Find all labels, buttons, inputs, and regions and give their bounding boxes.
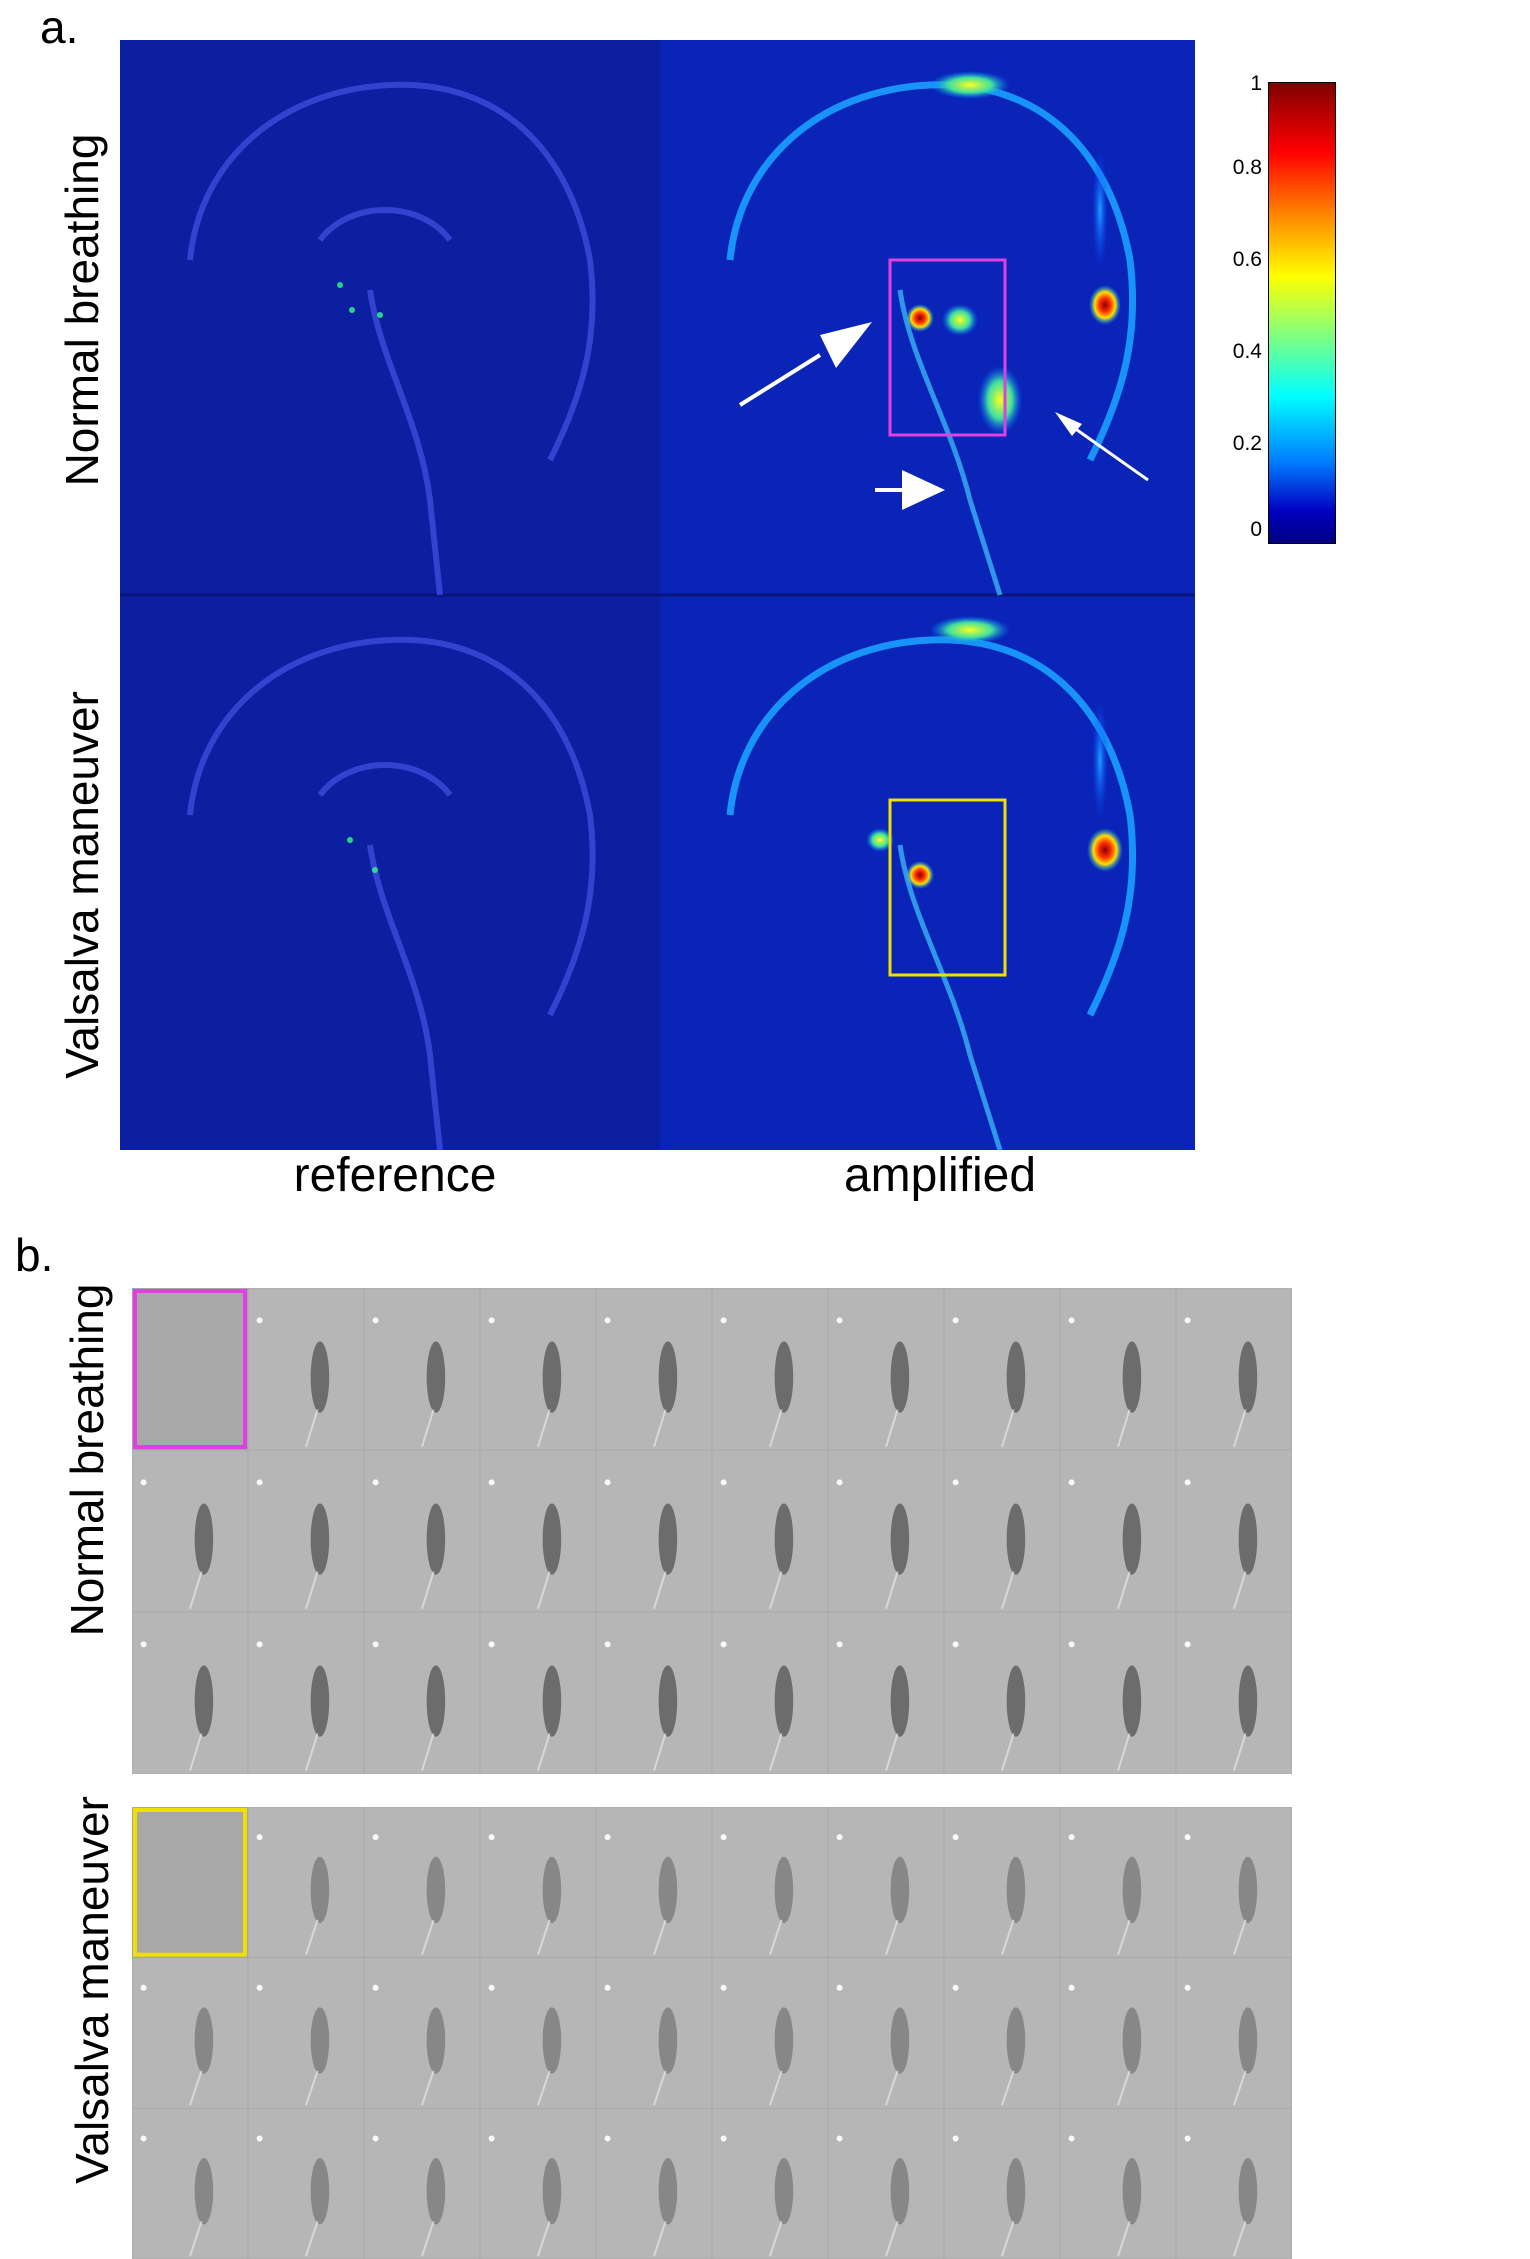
frame-cell bbox=[711, 1807, 829, 1958]
mri-valsalva-reference bbox=[120, 595, 660, 1150]
frame-cell bbox=[247, 1957, 365, 2109]
frame-cell bbox=[1059, 1807, 1177, 1958]
frame-cell bbox=[247, 2108, 365, 2259]
frame-cell bbox=[1059, 1957, 1177, 2109]
frame-cell bbox=[363, 1957, 481, 2109]
frame-cell bbox=[479, 1807, 597, 1958]
frame-cell bbox=[247, 1288, 365, 1451]
frame-cell bbox=[595, 1449, 713, 1613]
frame-cell bbox=[479, 2108, 597, 2259]
frame-cell bbox=[711, 1288, 829, 1451]
arrow-head-large-icon bbox=[820, 322, 872, 368]
frame-grid-valsalva bbox=[132, 1807, 1292, 2259]
frame-cell bbox=[479, 1611, 597, 1774]
frame-cell bbox=[1175, 1957, 1292, 2109]
frame-cell bbox=[132, 1449, 249, 1613]
frame-cell bbox=[827, 1807, 945, 1958]
frame-cell bbox=[595, 2108, 713, 2259]
frame-cell bbox=[1059, 1611, 1177, 1774]
frame-cell bbox=[363, 1807, 481, 1958]
frame-cell bbox=[132, 1957, 249, 2109]
frame-grid-normal bbox=[132, 1288, 1292, 1774]
colorbar-tick-0.8: 0.8 bbox=[1232, 156, 1262, 179]
frame-cell bbox=[479, 1449, 597, 1613]
frame-roi-box bbox=[133, 1808, 247, 1957]
frame-cell bbox=[1175, 1288, 1292, 1451]
frame-cell bbox=[827, 1957, 945, 2109]
frame-cell bbox=[711, 1449, 829, 1613]
colorbar-tick-0.4: 0.4 bbox=[1232, 340, 1262, 363]
frame-cell bbox=[943, 1957, 1061, 2109]
frame-cell bbox=[1175, 1807, 1292, 1958]
roi-box-normal bbox=[888, 258, 1007, 437]
frame-cell bbox=[943, 1449, 1061, 1613]
panel-b-letter: b. bbox=[15, 1229, 54, 1281]
frame-cell bbox=[943, 1611, 1061, 1774]
frame-cell bbox=[132, 1288, 249, 1451]
frame-cell bbox=[827, 1288, 945, 1451]
frame-cell bbox=[132, 1611, 249, 1774]
frame-cell bbox=[247, 1611, 365, 1774]
frame-cell bbox=[595, 1957, 713, 2109]
frame-cell bbox=[1175, 1449, 1292, 1613]
colorbar bbox=[1268, 82, 1336, 544]
frame-cell bbox=[711, 2108, 829, 2259]
roi-box-valsalva bbox=[888, 798, 1007, 977]
annotation-arrows bbox=[738, 322, 1149, 510]
frame-cell bbox=[595, 1288, 713, 1451]
frame-cell bbox=[1175, 1611, 1292, 1774]
frame-cell bbox=[943, 1807, 1061, 1958]
frame-cell bbox=[363, 1288, 481, 1451]
frame-cell bbox=[1059, 1288, 1177, 1451]
panel-b-row-label-normal: Normal breathing bbox=[61, 1283, 113, 1637]
frame-cell bbox=[247, 1807, 365, 1958]
arrow-head-short-icon bbox=[902, 470, 945, 510]
frame-cell bbox=[827, 2108, 945, 2259]
frame-cell bbox=[247, 1449, 365, 1613]
frame-cell bbox=[595, 1611, 713, 1774]
mri-normal-reference bbox=[120, 40, 660, 595]
frame-cell bbox=[711, 1611, 829, 1774]
panel-a-row-label-normal: Normal breathing bbox=[56, 133, 108, 487]
colorbar-tick-0: 0 bbox=[1250, 518, 1262, 541]
frame-cell bbox=[363, 1611, 481, 1774]
frame-cell bbox=[827, 1449, 945, 1613]
frame-cell bbox=[1175, 2108, 1292, 2259]
frame-cell bbox=[132, 2108, 249, 2259]
frame-roi-box bbox=[133, 1289, 247, 1449]
column-label-reference: reference bbox=[293, 1149, 497, 1202]
frame-cell bbox=[132, 1807, 249, 1958]
frame-cell bbox=[595, 1807, 713, 1958]
frame-cell bbox=[711, 1957, 829, 2109]
arrow-head-small-icon bbox=[1055, 412, 1082, 436]
mri-image-grid bbox=[120, 40, 1195, 1150]
panel-a-letter: a. bbox=[40, 1, 79, 53]
frame-cell bbox=[1059, 2108, 1177, 2259]
panel-a-row-label-valsalva: Valsalva maneuver bbox=[56, 691, 108, 1079]
frame-cell bbox=[363, 2108, 481, 2259]
column-label-amplified: amplified bbox=[843, 1149, 1037, 1202]
colorbar-tick-1: 1 bbox=[1250, 72, 1262, 95]
frame-cell bbox=[943, 1288, 1061, 1451]
frame-cell bbox=[479, 1288, 597, 1451]
frame-cell bbox=[479, 1957, 597, 2109]
colorbar-tick-0.2: 0.2 bbox=[1232, 432, 1262, 455]
panel-b-row-label-valsalva: Valsalva maneuver bbox=[66, 1796, 118, 2184]
frame-cell bbox=[363, 1449, 481, 1613]
frame-cell bbox=[1059, 1449, 1177, 1613]
colorbar-tick-0.6: 0.6 bbox=[1232, 248, 1262, 271]
frame-cell bbox=[827, 1611, 945, 1774]
frame-cell bbox=[943, 2108, 1061, 2259]
